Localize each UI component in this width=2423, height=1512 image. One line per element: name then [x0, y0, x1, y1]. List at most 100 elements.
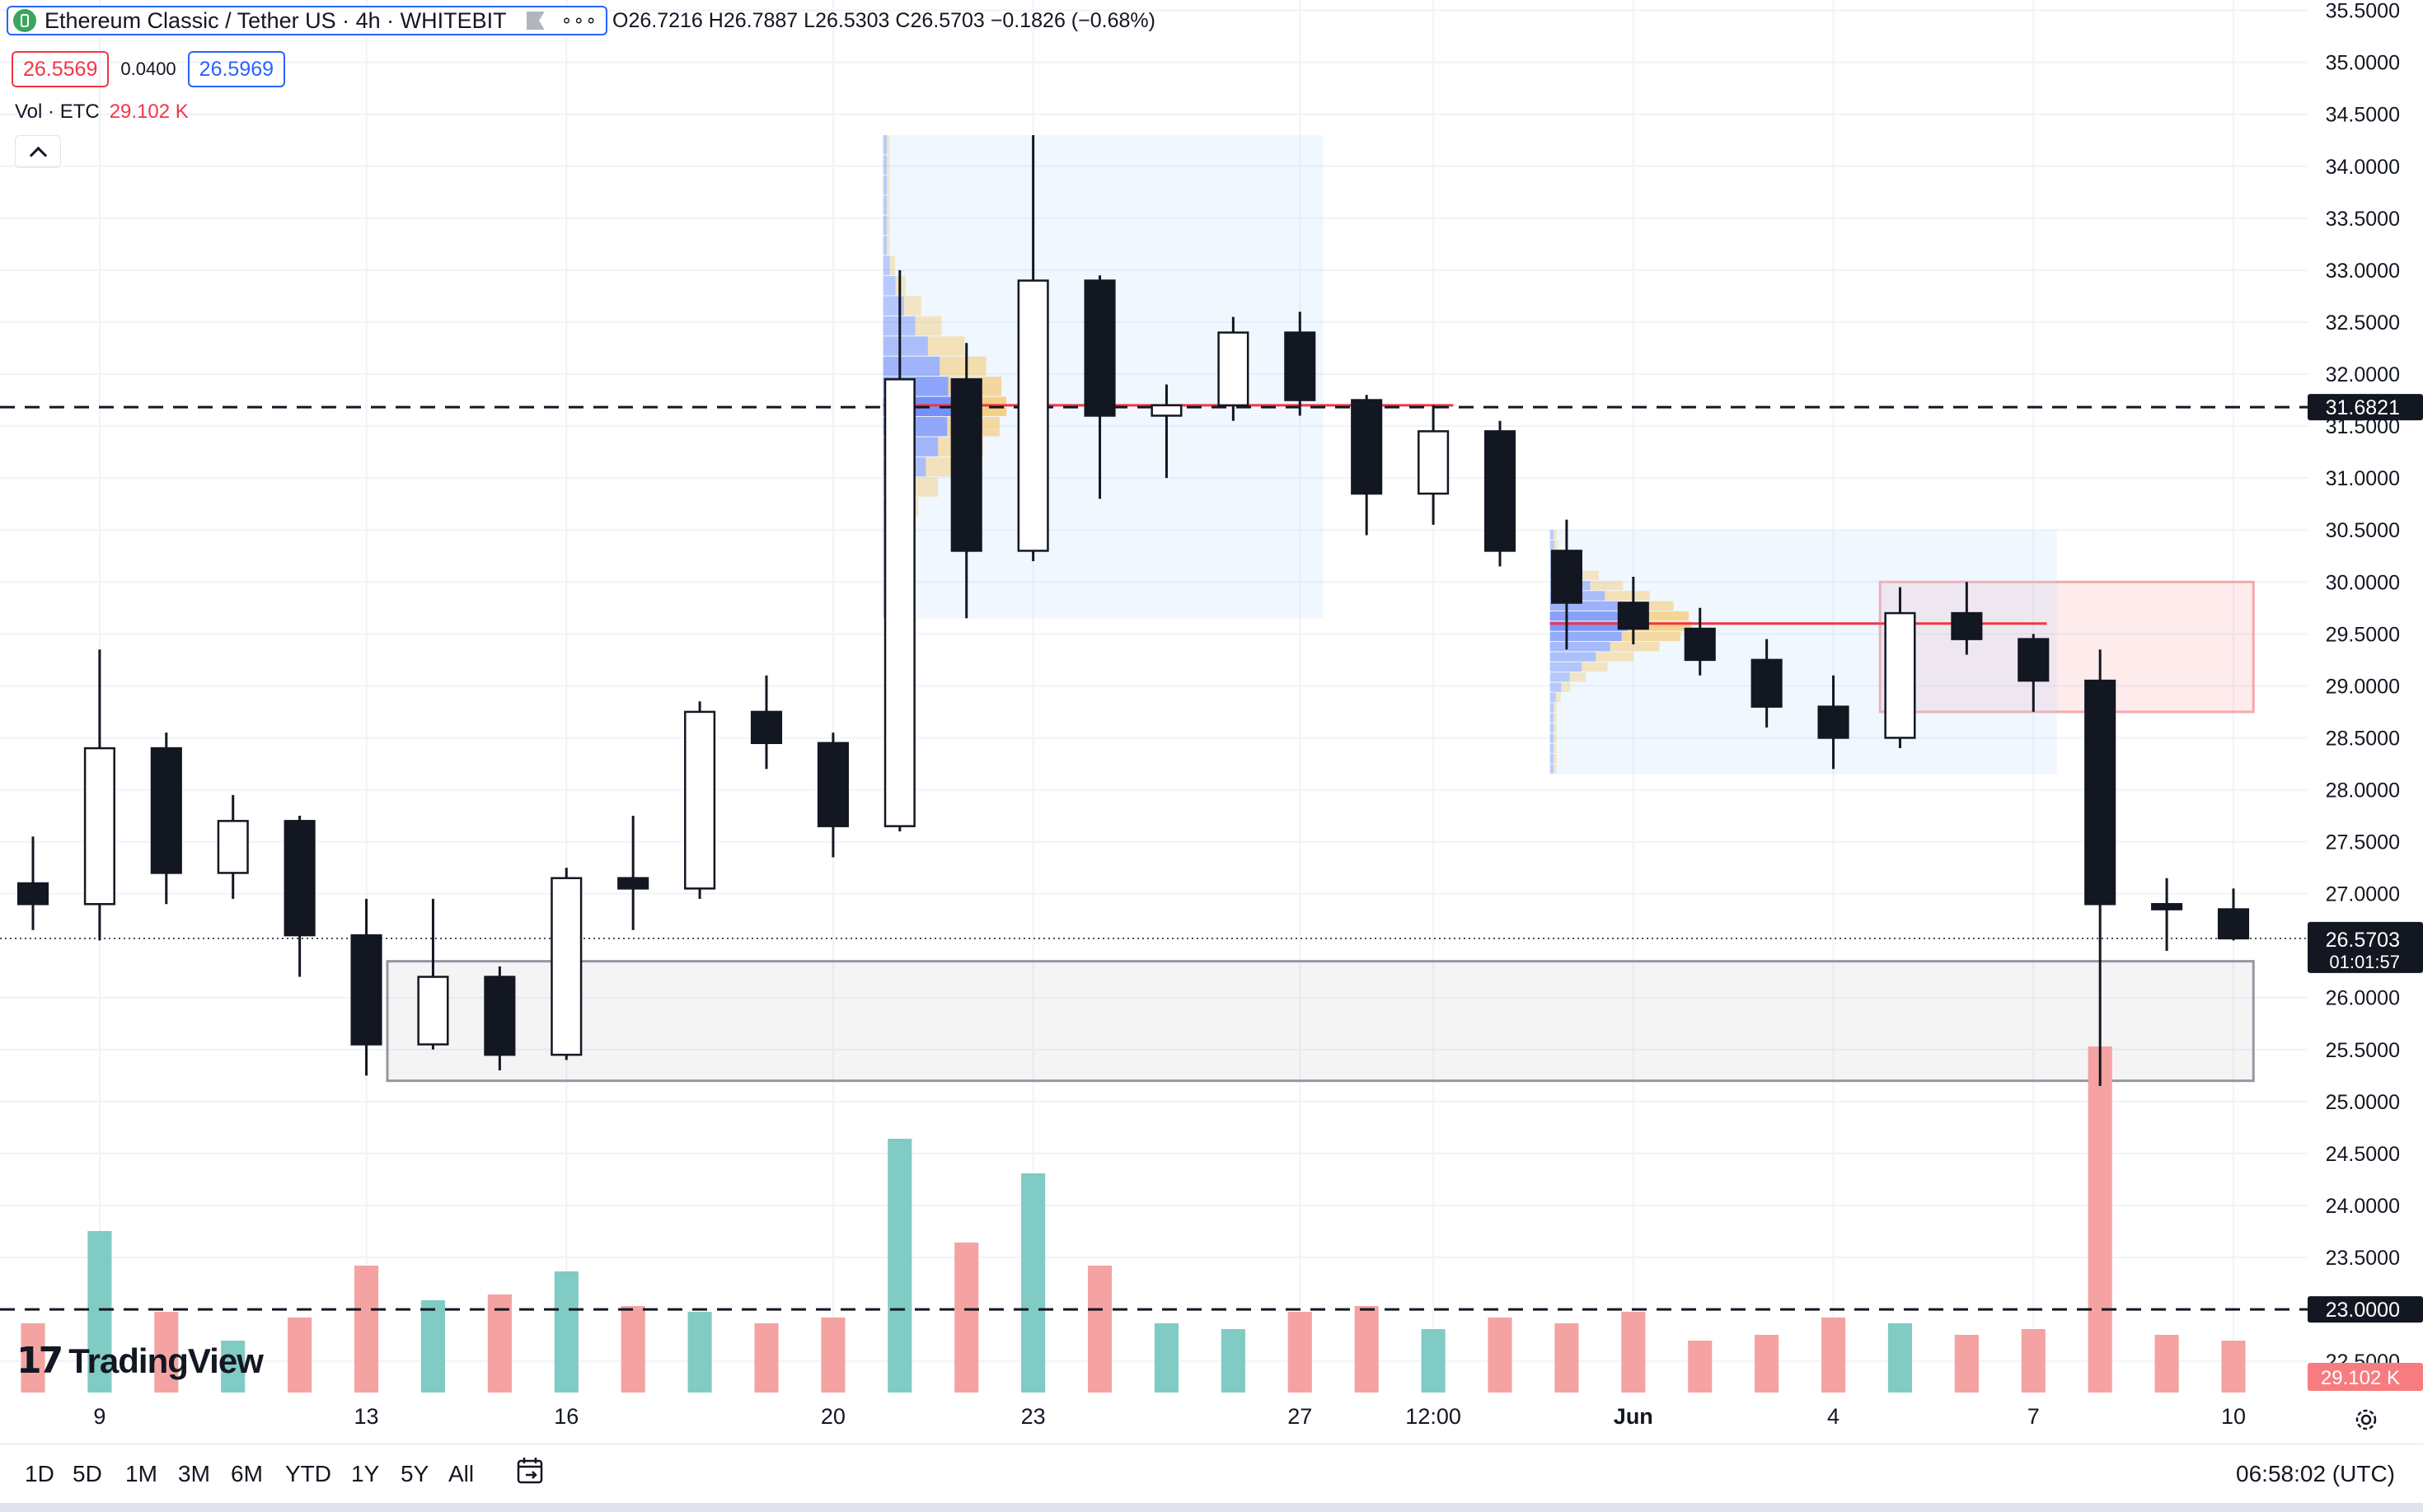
vp-row-down [1627, 621, 1692, 631]
y-tick-label: 32.5000 [2326, 311, 2400, 335]
candle-body [684, 710, 716, 890]
timeframe-1m[interactable]: 1M [125, 1461, 157, 1486]
vp-row-up [1549, 652, 1596, 662]
candle-body [2151, 902, 2183, 910]
volume-bar [1488, 1318, 1512, 1393]
vp-row-up [883, 336, 928, 356]
y-tick-label: 27.0000 [2326, 883, 2400, 906]
vp-row-down [903, 296, 921, 316]
timeframe-3m[interactable]: 3M [178, 1461, 210, 1486]
x-tick-label: 12:00 [1405, 1404, 1461, 1429]
volume-value: 29.102 K [109, 101, 189, 123]
vp-row-down [1610, 642, 1660, 652]
x-tick-label: 27 [1287, 1404, 1312, 1429]
symbol-title: Ethereum Classic / Tether US · 4h · WHIT… [45, 7, 507, 33]
settings-gear-icon[interactable] [2352, 1406, 2380, 1434]
etc-coin-icon [13, 9, 36, 32]
timeframe-5d[interactable]: 5D [73, 1461, 102, 1486]
volume-legend[interactable]: Vol · ETC 29.102 K [15, 101, 189, 124]
volume-bar [420, 1300, 446, 1393]
more-options-icon[interactable]: ∘∘∘ [560, 10, 598, 30]
volume-bar [888, 1139, 912, 1393]
volume-bar [2221, 1341, 2246, 1393]
current-price-tag [2308, 921, 2423, 973]
vp-row-up [1549, 621, 1628, 631]
timeframe-1y[interactable]: 1Y [351, 1461, 380, 1486]
vp-row-down [1554, 733, 1557, 743]
price-axis[interactable]: 35.5000 35.0000 34.5000 34.0000 33.5000 33.00… [2308, 0, 2423, 1393]
time-axis-bg [0, 1393, 2423, 1444]
spread-value: 0.0400 [120, 59, 176, 79]
vp-row-up [1549, 723, 1554, 733]
vp-row-up [1549, 713, 1554, 723]
ohlc-close: 26.5703 [910, 8, 985, 32]
flag-icon[interactable] [526, 12, 545, 30]
vp-row-down [1582, 662, 1608, 672]
volume-tag-label: 29.102 K [2321, 1367, 2400, 1389]
vp-row-down [1605, 591, 1650, 601]
vp-row-up [1549, 540, 1555, 550]
price-axis-bg [2308, 0, 2423, 1393]
symbol-selector[interactable]: Ethereum Classic / Tether US · 4h · WHIT… [7, 6, 607, 35]
volume-bar [821, 1318, 846, 1393]
vp-row-down [913, 477, 939, 497]
vp-row-up [883, 134, 887, 155]
volume-bar [1821, 1318, 1846, 1393]
volume-bar [154, 1312, 179, 1393]
volume-bar [288, 1318, 312, 1393]
vp-row-down [889, 255, 896, 276]
time-axis[interactable]: 9 13 16 20 23 27 12:00 Jun 4 7 10 [0, 1393, 2423, 1444]
volume-bar [2021, 1329, 2046, 1393]
volume-bar [354, 1266, 379, 1393]
vp-row-up [883, 195, 887, 215]
y-tick-label: 27.5000 [2326, 831, 2400, 854]
volume-bars [21, 1046, 2246, 1393]
volume-bar [1021, 1173, 1046, 1393]
vp-row-up [1549, 672, 1570, 682]
timeframe-1d[interactable]: 1D [25, 1461, 54, 1486]
vp-row-up [883, 255, 890, 276]
buy-button[interactable]: 26.5969 [187, 51, 286, 87]
x-tick-label: 13 [354, 1404, 379, 1429]
x-tick-label: Jun [1614, 1404, 1653, 1429]
timeframe-5y[interactable]: 5Y [401, 1461, 429, 1486]
vp-row-down [886, 236, 890, 255]
vp-row-up [1549, 611, 1627, 621]
volume-bar [1688, 1341, 1713, 1393]
vp-row-down [1590, 580, 1624, 591]
volume-bar [1154, 1323, 1179, 1393]
y-tick-label: 28.5000 [2326, 727, 2400, 750]
vp-row-up [1549, 631, 1622, 642]
volume-bar [554, 1271, 579, 1393]
x-tick-label: 4 [1827, 1404, 1840, 1429]
candle-body [417, 976, 449, 1046]
candle-body [83, 747, 115, 906]
timeframe-ytd[interactable]: YTD [285, 1461, 331, 1486]
candle-body [1284, 331, 1316, 401]
y-tick-label: 31.0000 [2326, 467, 2400, 490]
sell-button[interactable]: 26.5569 [12, 51, 110, 87]
volume-bar [1755, 1335, 1779, 1393]
utc-clock[interactable]: 06:58:02 (UTC) [2236, 1461, 2395, 1486]
vp-row-up [1549, 753, 1554, 764]
y-tick-label: 34.0000 [2326, 156, 2400, 179]
volume-bar [1554, 1323, 1579, 1393]
vp-row-down [1554, 764, 1557, 774]
timeframe-6m[interactable]: 6M [231, 1461, 263, 1486]
tradingview-logo[interactable]: 17 TradingView [16, 1340, 264, 1382]
vp-row-down [1554, 723, 1557, 733]
level-price-tag [2308, 1296, 2423, 1323]
current-price-label: 26.5703 [2326, 929, 2400, 952]
y-tick-label: 28.0000 [2326, 779, 2400, 803]
volume-profiles [883, 134, 2057, 775]
vp-row-down [1554, 530, 1557, 540]
timeframe-all[interactable]: All [448, 1461, 475, 1486]
vp-row-down [1569, 672, 1586, 682]
volume-bar [621, 1306, 645, 1393]
vp-row-up [1549, 601, 1619, 611]
candle-body [1483, 430, 1516, 552]
collapse-legend-button[interactable] [15, 135, 61, 168]
chart-header: Ethereum Classic / Tether US · 4h · WHIT… [7, 3, 1155, 38]
go-to-date-icon[interactable] [516, 1456, 546, 1486]
